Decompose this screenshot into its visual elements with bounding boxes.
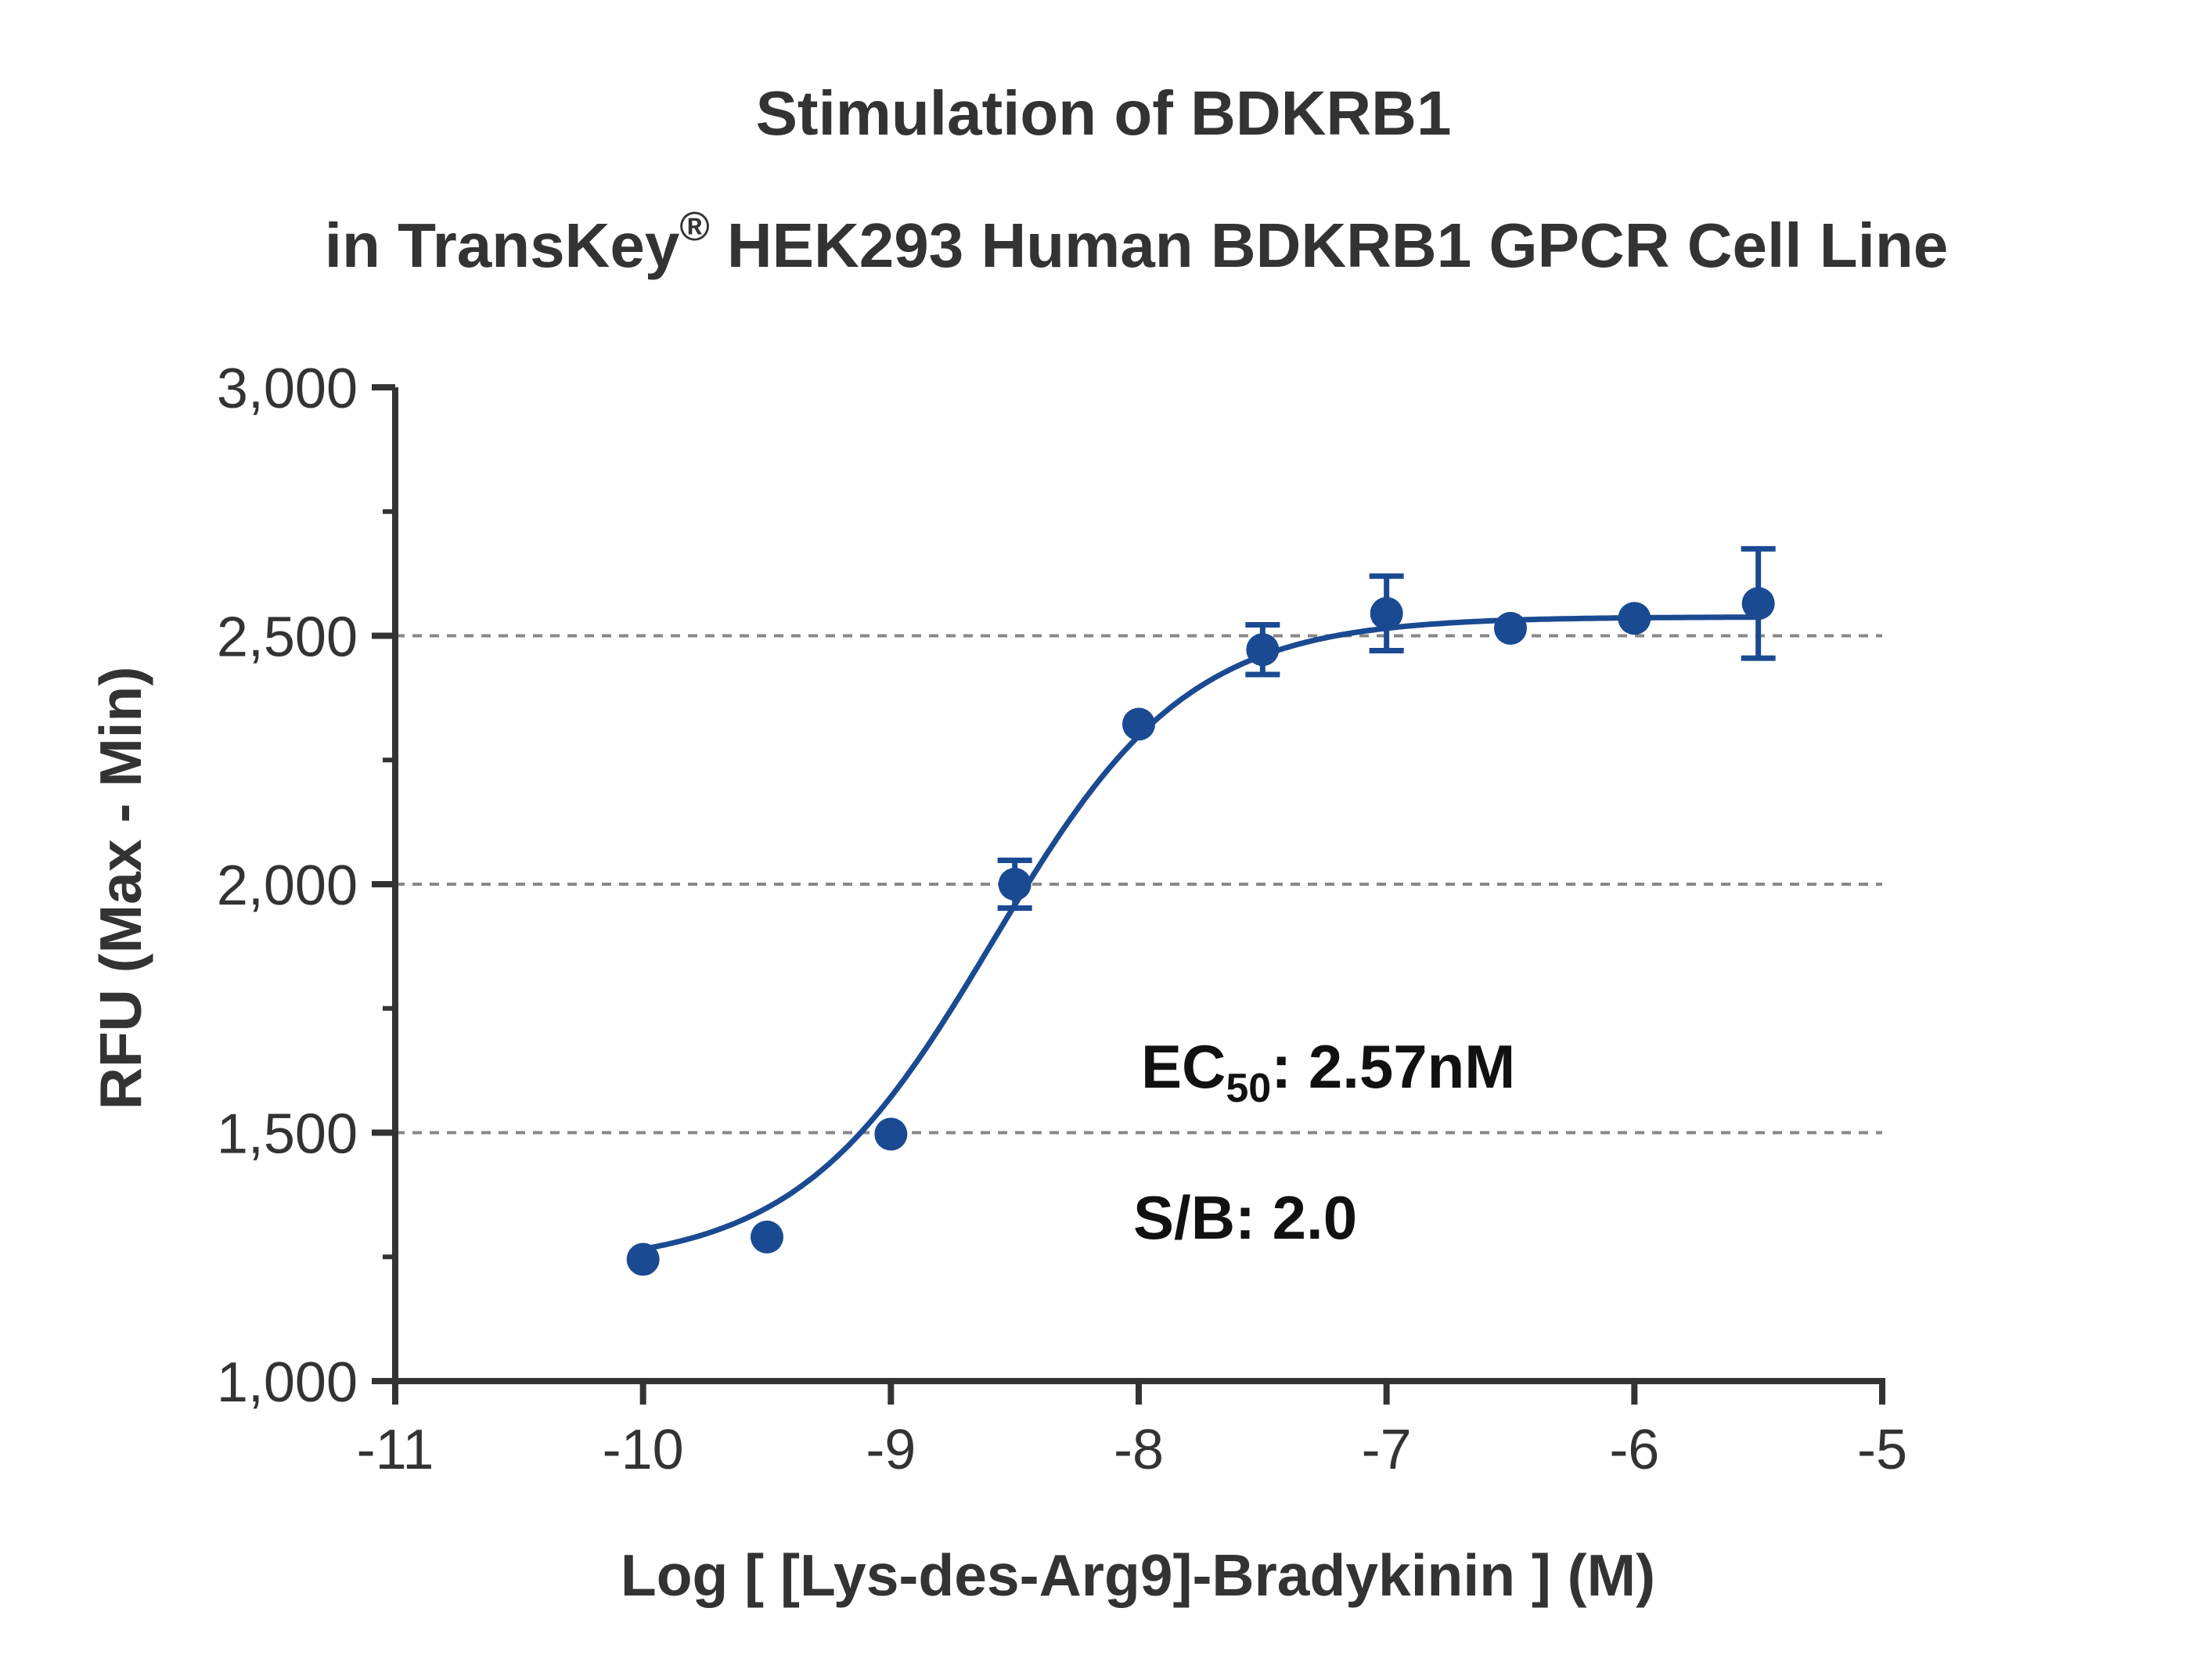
data-points bbox=[626, 545, 1776, 1276]
y-axis-title: RFU (Max - Min) bbox=[88, 667, 153, 1110]
x-tick-label: -7 bbox=[1362, 1419, 1412, 1481]
y-tick-label: 2,000 bbox=[217, 854, 358, 917]
gridlines bbox=[395, 634, 1882, 1135]
y-tick-label: 2,500 bbox=[217, 606, 358, 669]
x-tick-label: -11 bbox=[357, 1419, 434, 1481]
data-point bbox=[1246, 633, 1280, 667]
data-point bbox=[626, 1243, 660, 1276]
ec50-prefix: EC bbox=[1141, 1032, 1226, 1101]
chart-title-line2: in TransKey® HEK293 Human BDKRB1 GPCR Ce… bbox=[325, 204, 1948, 280]
data-point bbox=[1370, 596, 1403, 630]
chart-title-line2-post: HEK293 Human BDKRB1 GPCR Cell Line bbox=[710, 210, 1949, 280]
x-axis-title: Log [ [Lys-des-Arg9]-Bradykinin ] (M) bbox=[621, 1542, 1655, 1608]
data-point bbox=[1618, 602, 1651, 635]
x-tick-label: -10 bbox=[603, 1419, 684, 1481]
y-tick-label: 3,000 bbox=[217, 358, 358, 420]
fit-curve-group bbox=[643, 614, 1759, 1252]
y-tick-label: 1,500 bbox=[217, 1103, 358, 1166]
data-point bbox=[751, 1220, 783, 1254]
ec50-value: : 2.57nM bbox=[1271, 1032, 1515, 1101]
ec50-annotation: EC50: 2.57nM bbox=[1141, 1032, 1515, 1111]
data-point bbox=[1122, 707, 1155, 741]
y-tick-label: 1,000 bbox=[217, 1351, 358, 1414]
chart-title-line1: Stimulation of BDKRB1 bbox=[756, 78, 1452, 148]
data-point bbox=[874, 1117, 908, 1151]
chart-title-line2-pre: in TransKey bbox=[325, 210, 680, 280]
x-tick-label: -8 bbox=[1114, 1419, 1164, 1481]
sb-annotation: S/B: 2.0 bbox=[1133, 1183, 1357, 1252]
data-point bbox=[1494, 611, 1527, 645]
x-tick-label: -6 bbox=[1609, 1419, 1659, 1481]
x-tick-label: -9 bbox=[866, 1419, 916, 1481]
ec50-subscript: 50 bbox=[1226, 1066, 1271, 1111]
ticks: 1,000 1,500 2,000 2,500 3,000 -11 -10 -9 -8 -7 -6 -… bbox=[217, 358, 1907, 1481]
x-tick-label: -5 bbox=[1857, 1419, 1907, 1481]
fit-curve bbox=[643, 614, 1759, 1252]
data-point bbox=[1741, 587, 1775, 621]
registered-mark: ® bbox=[679, 204, 709, 250]
data-point bbox=[998, 868, 1031, 901]
